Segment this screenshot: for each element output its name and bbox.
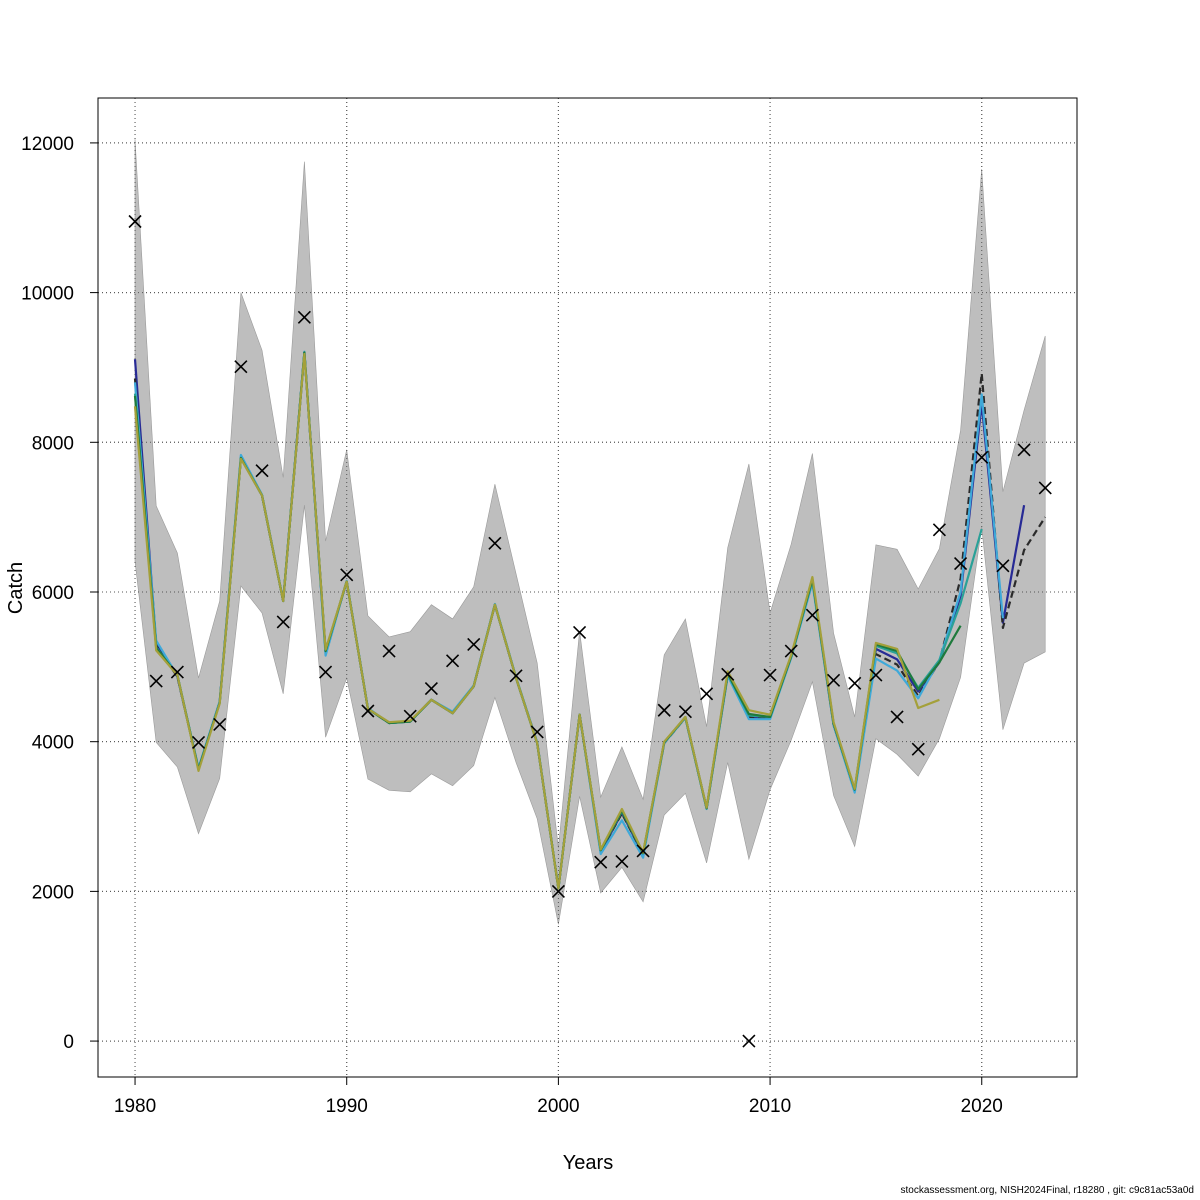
x-tick-label-2010: 2010	[749, 1096, 791, 1117]
observed-point-1982	[170, 665, 184, 679]
observed-point-1991	[361, 704, 375, 718]
y-tick-label-4000: 4000	[32, 733, 74, 754]
observed-point-1987	[276, 615, 290, 629]
observed-point-2016	[890, 710, 904, 724]
observed-point-1994	[424, 681, 438, 696]
observed-point-2014	[848, 676, 862, 690]
observed-point-2015	[869, 668, 883, 682]
y-tick-label-2000: 2000	[32, 882, 74, 903]
y-axis-title: Catch	[5, 562, 27, 614]
observed-point-1981	[149, 674, 163, 688]
observed-point-2013	[827, 673, 841, 687]
observed-point-2021	[996, 559, 1010, 573]
observed-point-2009	[742, 1034, 756, 1048]
observed-point-2006	[678, 705, 692, 719]
observed-point-2005	[657, 703, 671, 717]
observed-point-1995	[445, 654, 460, 668]
observed-point-1990	[340, 568, 354, 582]
observed-points	[128, 214, 1052, 1048]
observed-point-1989	[318, 665, 333, 679]
observed-point-2007	[700, 687, 714, 701]
observed-point-1980	[128, 214, 142, 229]
observed-point-2002	[594, 855, 608, 869]
x-tick-label-1980: 1980	[114, 1096, 156, 1117]
x-tick-label-2000: 2000	[537, 1096, 579, 1117]
observed-point-1985	[234, 360, 248, 374]
x-axis-title: Years	[563, 1152, 613, 1174]
observed-point-1988	[297, 310, 311, 324]
footer-credit: stockassessment.org, NISH2024Final, r182…	[900, 1185, 1195, 1196]
observed-point-1983	[191, 735, 206, 749]
series-line-6	[133, 352, 940, 890]
observed-point-1998	[509, 669, 523, 683]
observed-point-1996	[467, 637, 481, 651]
observed-point-2001	[572, 625, 587, 639]
observed-point-1984	[213, 717, 227, 732]
x-tick-label-1990: 1990	[326, 1096, 368, 1117]
observed-point-2022	[1017, 443, 1031, 457]
y-tick-label-6000: 6000	[32, 583, 74, 604]
confidence-band	[134, 139, 1046, 925]
observed-point-2023	[1038, 481, 1052, 495]
plot-frame	[97, 97, 1078, 1078]
observed-point-2018	[932, 523, 946, 537]
axes: 1980 1990 2000 2010 2020 0 2000 4000 6000 8000 100…	[21, 134, 1003, 1117]
observed-point-1999	[530, 725, 544, 739]
observed-point-2019	[954, 556, 968, 571]
y-tick-label-12000: 12000	[21, 134, 74, 155]
observed-point-1986	[255, 464, 269, 478]
observed-point-2017	[911, 742, 925, 756]
observed-point-2020	[975, 450, 989, 464]
y-tick-label-0: 0	[63, 1032, 74, 1053]
observed-point-2011	[784, 644, 798, 658]
observed-point-2003	[615, 854, 629, 869]
observed-point-2012	[805, 608, 819, 622]
observed-point-1993	[403, 709, 417, 723]
confidence-band-polygon	[134, 139, 1046, 925]
observed-point-2008	[721, 667, 735, 681]
observed-point-2010	[763, 668, 777, 682]
x-tick-label-2020: 2020	[961, 1096, 1003, 1117]
y-tick-label-8000: 8000	[32, 433, 74, 454]
observed-point-2004	[636, 844, 650, 858]
observed-point-1992	[382, 644, 396, 658]
series-lines	[133, 350, 1047, 890]
y-tick-label-10000: 10000	[21, 284, 74, 305]
observed-point-1997	[488, 536, 502, 550]
observed-point-2000	[551, 884, 565, 898]
